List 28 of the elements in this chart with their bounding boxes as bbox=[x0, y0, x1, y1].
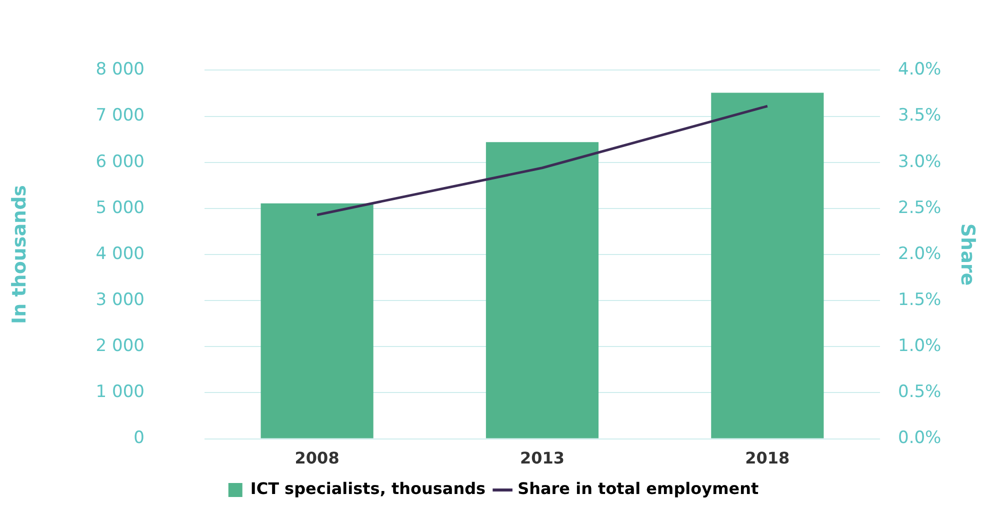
bar bbox=[711, 92, 824, 438]
y2-tick-label: 4.0% bbox=[898, 60, 942, 80]
x-tick-label: 2013 bbox=[520, 448, 565, 468]
y-tick-label: 6 000 bbox=[96, 152, 144, 172]
y-tick-label: 8 000 bbox=[96, 60, 144, 80]
x-tick-label: 2008 bbox=[294, 448, 340, 468]
bar bbox=[486, 142, 599, 438]
y2-tick-label: 0.5% bbox=[898, 382, 942, 402]
y-tick-label: 0 bbox=[134, 428, 144, 448]
legend-label: Share in total employment bbox=[518, 479, 759, 498]
y-tick-label: 7 000 bbox=[96, 106, 144, 126]
y2-tick-label: 2.0% bbox=[898, 244, 942, 264]
y2-tick-label: 3.5% bbox=[898, 106, 942, 126]
y-tick-label: 1 000 bbox=[96, 382, 144, 402]
y-axis-title: In thousands bbox=[8, 185, 30, 324]
y2-tick-label: 2.5% bbox=[898, 198, 942, 218]
y2-tick-label: 0.0% bbox=[898, 428, 942, 448]
bar bbox=[260, 203, 374, 438]
y-tick-label: 4 000 bbox=[96, 244, 144, 264]
y-tick-label: 5 000 bbox=[96, 198, 144, 218]
legend-label: ICT specialists, thousands bbox=[250, 479, 486, 498]
y2-tick-label: 1.0% bbox=[898, 336, 942, 356]
y-tick-label: 2 000 bbox=[96, 336, 144, 356]
y2-axis-title: Share bbox=[956, 223, 979, 286]
y-tick-label: 3 000 bbox=[96, 290, 144, 310]
y2-tick-label: 1.5% bbox=[898, 290, 942, 310]
y2-tick-label: 3.0% bbox=[898, 152, 942, 172]
x-tick-label: 2018 bbox=[745, 448, 790, 468]
